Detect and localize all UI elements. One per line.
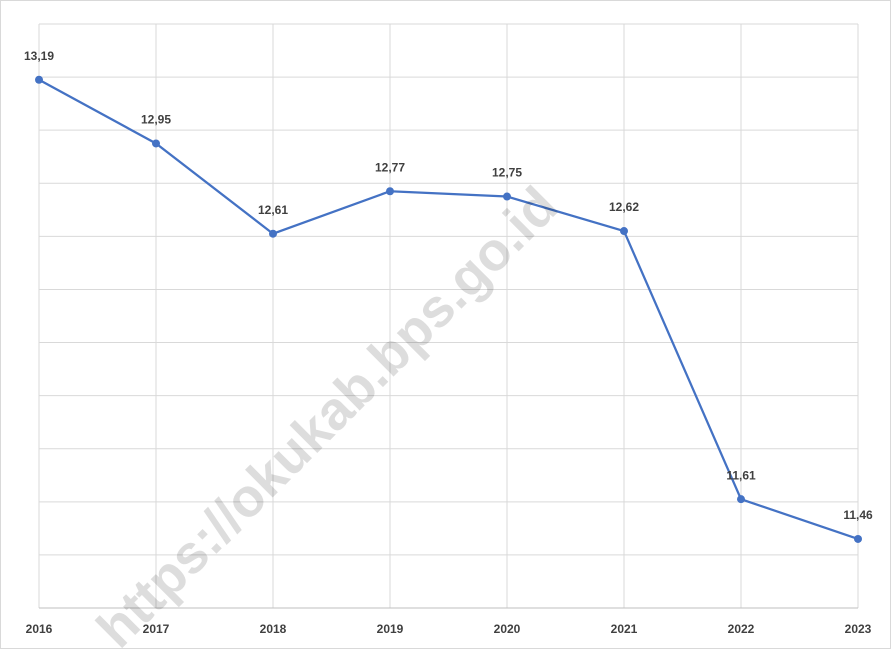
data-label: 13,19 — [24, 49, 54, 63]
point — [737, 495, 745, 504]
point — [620, 227, 628, 236]
series-line — [38, 78, 859, 541]
point — [386, 187, 394, 196]
x-tick-label: 2018 — [260, 622, 287, 636]
point — [35, 75, 43, 84]
data-label: 12,95 — [141, 113, 171, 127]
x-tick-label: 2016 — [26, 622, 53, 636]
x-tick-label: 2022 — [728, 622, 755, 636]
point — [854, 534, 862, 543]
data-label: 12,61 — [258, 203, 288, 217]
data-label: 11,61 — [726, 468, 756, 482]
point — [152, 139, 160, 148]
x-tick-label: 2019 — [377, 622, 404, 636]
x-tick-label: 2023 — [845, 622, 872, 636]
x-tick-label: 2020 — [494, 622, 521, 636]
point — [503, 192, 511, 201]
data-label: 11,46 — [843, 508, 873, 522]
x-tick-label: 2017 — [143, 622, 170, 636]
data-label: 12,75 — [492, 166, 522, 180]
point — [269, 229, 277, 238]
x-tick-label: 2021 — [611, 622, 638, 636]
data-label: 12,62 — [609, 200, 639, 214]
data-label: 12,77 — [375, 160, 405, 174]
